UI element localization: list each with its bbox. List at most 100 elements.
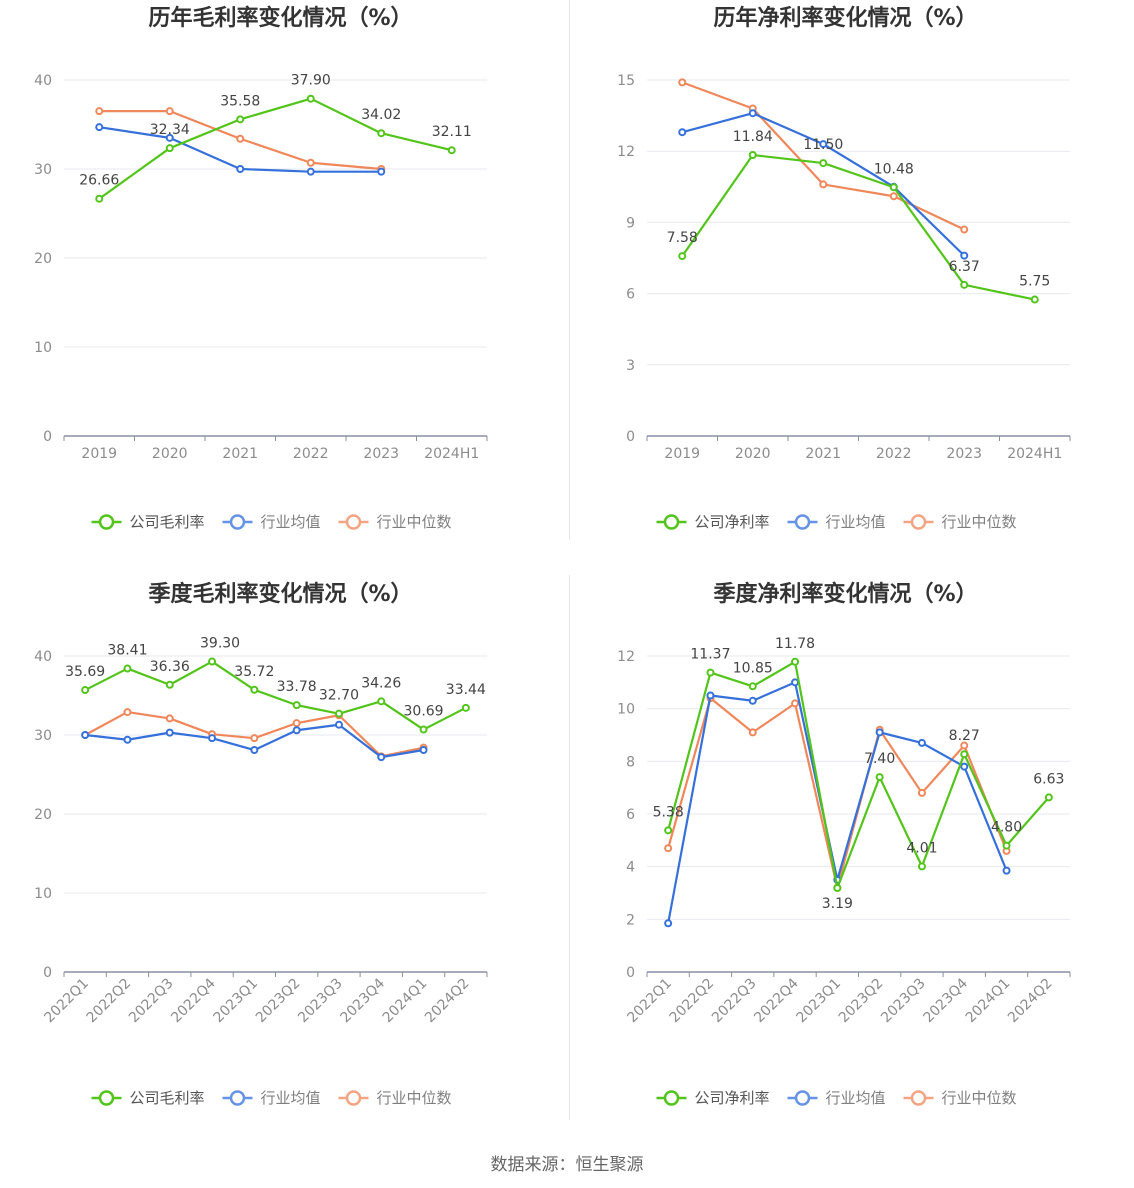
data-point-company[interactable] xyxy=(461,703,470,712)
data-point-avg[interactable] xyxy=(960,251,969,260)
data-point-median[interactable] xyxy=(306,158,315,167)
x-tick-label: 2024Q1 xyxy=(963,976,1014,1027)
legend-item-avg[interactable]: 行业均值 xyxy=(222,513,321,531)
data-point-company[interactable] xyxy=(748,150,757,159)
data-point-avg[interactable] xyxy=(664,919,673,928)
data-point-company[interactable] xyxy=(165,680,174,689)
data-point-avg[interactable] xyxy=(819,140,828,149)
legend-item-company[interactable]: 公司毛利率 xyxy=(91,1089,205,1107)
chart-svg: 历年净利率变化情况（%） 0 3 6 9 12 15 2019 2020 2021 2022 2023… xyxy=(617,5,1071,531)
legend-item-company[interactable]: 公司净利率 xyxy=(656,1089,770,1107)
data-point-median[interactable] xyxy=(960,225,969,234)
x-tick-label: 2022Q3 xyxy=(709,976,760,1027)
data-point-company[interactable] xyxy=(123,664,132,673)
data-point-median[interactable] xyxy=(165,107,174,116)
legend-item-median[interactable]: 行业中位数 xyxy=(903,1089,1017,1107)
data-point-company[interactable] xyxy=(292,701,301,710)
data-point-company[interactable] xyxy=(889,183,898,192)
data-point-avg[interactable] xyxy=(791,678,800,687)
data-point-company[interactable] xyxy=(960,280,969,289)
legend-item-company[interactable]: 公司净利率 xyxy=(656,513,770,531)
data-point-avg[interactable] xyxy=(250,746,259,755)
x-tick-label: 2022Q1 xyxy=(624,976,675,1027)
data-label: 3.19 xyxy=(822,896,853,912)
data-point-avg[interactable] xyxy=(678,128,687,137)
x-tick-label: 2024Q2 xyxy=(1005,976,1056,1027)
data-point-avg[interactable] xyxy=(306,167,315,176)
data-point-company[interactable] xyxy=(791,657,800,666)
data-point-company[interactable] xyxy=(95,194,104,203)
data-point-median[interactable] xyxy=(791,699,800,708)
legend-item-company[interactable]: 公司毛利率 xyxy=(91,513,205,531)
data-point-company[interactable] xyxy=(833,883,842,892)
legend-item-avg[interactable]: 行业均值 xyxy=(222,1089,321,1107)
data-point-median[interactable] xyxy=(123,708,132,717)
data-point-median[interactable] xyxy=(917,788,926,797)
data-point-avg[interactable] xyxy=(706,691,715,700)
data-point-avg[interactable] xyxy=(1002,866,1011,875)
data-point-company[interactable] xyxy=(917,862,926,871)
data-point-company[interactable] xyxy=(706,668,715,677)
data-point-company[interactable] xyxy=(664,826,673,835)
data-label: 6.37 xyxy=(949,259,980,275)
data-point-avg[interactable] xyxy=(334,720,343,729)
data-point-avg[interactable] xyxy=(917,738,926,747)
data-point-median[interactable] xyxy=(748,728,757,737)
x-tick-label: 2022Q4 xyxy=(168,975,219,1026)
data-point-avg[interactable] xyxy=(377,167,386,176)
y-tick-label: 40 xyxy=(34,649,52,665)
data-point-company[interactable] xyxy=(377,697,386,706)
data-point-avg[interactable] xyxy=(960,762,969,771)
data-label: 7.58 xyxy=(667,230,698,246)
legend-item-median[interactable]: 行业中位数 xyxy=(338,513,452,531)
data-point-avg[interactable] xyxy=(81,731,90,739)
legend-item-median[interactable]: 行业中位数 xyxy=(903,513,1017,531)
legend-item-avg[interactable]: 行业均值 xyxy=(787,513,886,531)
data-point-avg[interactable] xyxy=(123,735,132,744)
legend-swatch-marker xyxy=(345,1090,362,1106)
x-tick-label: 2023Q1 xyxy=(794,976,845,1027)
data-point-company[interactable] xyxy=(819,159,828,168)
data-point-avg[interactable] xyxy=(748,696,757,705)
data-point-median[interactable] xyxy=(165,714,174,723)
data-point-median[interactable] xyxy=(819,180,828,189)
data-point-median[interactable] xyxy=(95,107,104,116)
data-point-company[interactable] xyxy=(748,682,757,691)
data-point-company[interactable] xyxy=(306,94,315,103)
data-point-median[interactable] xyxy=(250,734,259,743)
data-point-avg[interactable] xyxy=(236,165,245,173)
data-point-median[interactable] xyxy=(960,741,969,750)
data-point-avg[interactable] xyxy=(208,734,217,743)
data-point-company[interactable] xyxy=(81,686,90,695)
data-point-median[interactable] xyxy=(664,844,673,853)
data-point-median[interactable] xyxy=(236,134,245,143)
data-point-avg[interactable] xyxy=(292,726,301,735)
x-tick-label: 2022Q3 xyxy=(126,976,177,1027)
data-point-avg[interactable] xyxy=(165,728,174,737)
data-point-company[interactable] xyxy=(236,115,245,124)
data-point-avg[interactable] xyxy=(377,753,386,762)
legend-item-median[interactable]: 行业中位数 xyxy=(338,1089,452,1107)
data-point-avg[interactable] xyxy=(875,728,884,737)
data-point-company[interactable] xyxy=(1030,295,1039,304)
data-point-avg[interactable] xyxy=(165,133,174,142)
legend-item-avg[interactable]: 行业均值 xyxy=(787,1089,886,1107)
data-point-company[interactable] xyxy=(875,773,884,782)
data-point-median[interactable] xyxy=(678,78,687,87)
data-point-company[interactable] xyxy=(419,725,428,734)
data-point-avg[interactable] xyxy=(748,109,757,118)
data-point-company[interactable] xyxy=(960,750,969,759)
data-point-company[interactable] xyxy=(334,709,343,718)
data-point-median[interactable] xyxy=(292,719,301,728)
data-point-company[interactable] xyxy=(208,657,217,666)
data-point-company[interactable] xyxy=(678,252,687,261)
data-point-avg[interactable] xyxy=(95,123,104,132)
data-point-company[interactable] xyxy=(377,129,386,138)
data-point-company[interactable] xyxy=(447,146,456,155)
data-point-median[interactable] xyxy=(889,192,898,201)
data-point-company[interactable] xyxy=(165,144,174,153)
data-point-company[interactable] xyxy=(1002,841,1011,850)
data-point-company[interactable] xyxy=(250,685,259,694)
data-point-company[interactable] xyxy=(1044,793,1053,802)
data-point-avg[interactable] xyxy=(419,746,428,755)
